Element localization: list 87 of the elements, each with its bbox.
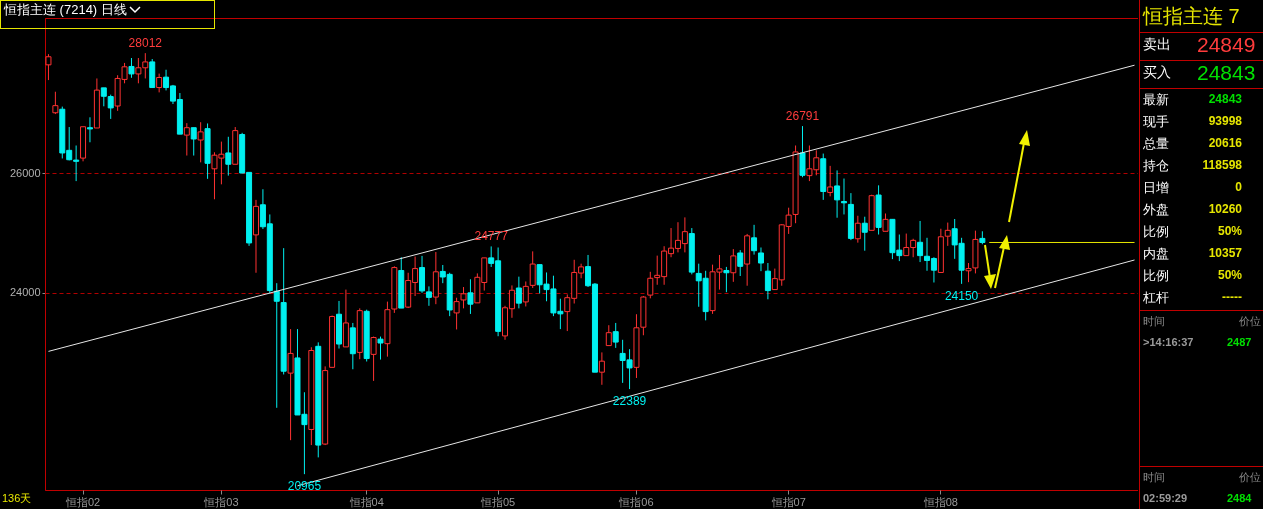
candlestick — [515, 276, 522, 309]
candlestick — [156, 73, 163, 93]
x-tick-label: 恒指02 — [64, 495, 101, 508]
candlestick — [827, 165, 834, 197]
candlestick — [529, 250, 536, 289]
text: 价位 — [1239, 470, 1261, 485]
text: 24849 — [1197, 33, 1256, 56]
text: 24843 — [1208, 92, 1242, 106]
category-label: 杠杆 — [1143, 290, 1169, 305]
text: 02:59:29 — [1143, 492, 1188, 504]
annotation: 28012 — [128, 36, 163, 51]
y-tick-label: 24000 — [9, 286, 41, 299]
candlestick — [273, 282, 280, 409]
candlestick — [751, 224, 758, 256]
annotation: 24777 — [474, 229, 509, 244]
candlestick — [854, 215, 861, 244]
x-tick-label: 恒指04 — [348, 495, 384, 508]
candlestick — [52, 91, 59, 115]
candlestick — [799, 125, 806, 178]
candlestick — [598, 351, 605, 386]
candlestick — [917, 220, 924, 263]
category-label: 现手 — [1143, 114, 1169, 129]
candlestick — [605, 324, 612, 347]
x-tick-label: 恒指03 — [203, 495, 239, 508]
text: 50% — [1217, 268, 1242, 282]
candlestick — [197, 121, 204, 163]
category-label: 日增 — [1143, 180, 1169, 195]
candlestick — [190, 127, 197, 157]
x-tick-label: 恒指07 — [770, 495, 806, 508]
category-label: 总量 — [1143, 136, 1169, 151]
candlestick — [128, 57, 135, 79]
text: 20616 — [1208, 136, 1242, 150]
candlestick — [225, 136, 232, 177]
candlestick — [522, 280, 529, 307]
text: 时间 — [1143, 315, 1165, 327]
text: 118598 — [1202, 158, 1242, 172]
text: 10357 — [1208, 246, 1242, 260]
text: 50% — [1217, 224, 1242, 238]
candlestick — [377, 336, 384, 361]
candlestick — [841, 178, 847, 215]
candlestick — [861, 216, 868, 252]
category-label: 买入 — [1143, 64, 1171, 80]
candlestick — [460, 286, 467, 309]
annotation: 20965 — [287, 479, 322, 494]
candlestick — [723, 266, 730, 293]
candlestick — [647, 271, 654, 299]
candlestick — [370, 336, 377, 382]
candlestick — [453, 297, 460, 330]
candlestick — [764, 262, 771, 300]
annotation: 24150 — [944, 288, 979, 303]
category-label: 外盘 — [1143, 202, 1169, 217]
category-label: 内盘 — [1143, 246, 1169, 261]
text: 2487 — [1227, 336, 1252, 348]
text: 价位 — [1239, 314, 1261, 329]
candlestick — [45, 53, 52, 81]
candlestick — [86, 116, 93, 143]
x-tick-label: 恒指08 — [922, 495, 958, 508]
candlestick — [737, 249, 744, 277]
annotation: 26791 — [785, 109, 820, 124]
category-label: 最新 — [1143, 92, 1169, 107]
candlestick — [183, 122, 190, 157]
text: 时间 — [1143, 471, 1165, 483]
text: >14:16:37 — [1143, 336, 1194, 348]
text: ----- — [1222, 290, 1242, 304]
y-tick-label: 26000 — [9, 166, 41, 179]
category-label: 比例 — [1143, 268, 1169, 283]
candlestick — [467, 278, 474, 315]
candlestick — [834, 169, 841, 219]
category-label: 卖出 — [1143, 36, 1171, 52]
text: 2484 — [1227, 492, 1252, 504]
x-tick-label: 恒指06 — [618, 495, 654, 508]
candlestick — [757, 246, 764, 272]
category-label: 比例 — [1143, 224, 1169, 239]
text: 24843 — [1197, 61, 1256, 84]
candlestick — [612, 322, 619, 349]
candlestick — [287, 328, 294, 441]
annotation: 22389 — [612, 394, 647, 409]
text: 0 — [1235, 180, 1242, 194]
text: 恒指主连 7 — [1143, 4, 1241, 29]
text: 136天 — [2, 491, 32, 506]
category-label: 持仓 — [1143, 158, 1169, 173]
text: 93998 — [1208, 114, 1242, 128]
candlestick — [730, 248, 737, 283]
x-tick-label: 恒指05 — [479, 495, 516, 508]
text: 10260 — [1208, 202, 1242, 216]
chart-title: 恒指主连 (7214) 日线 — [0, 0, 215, 29]
candlestick — [342, 289, 349, 348]
